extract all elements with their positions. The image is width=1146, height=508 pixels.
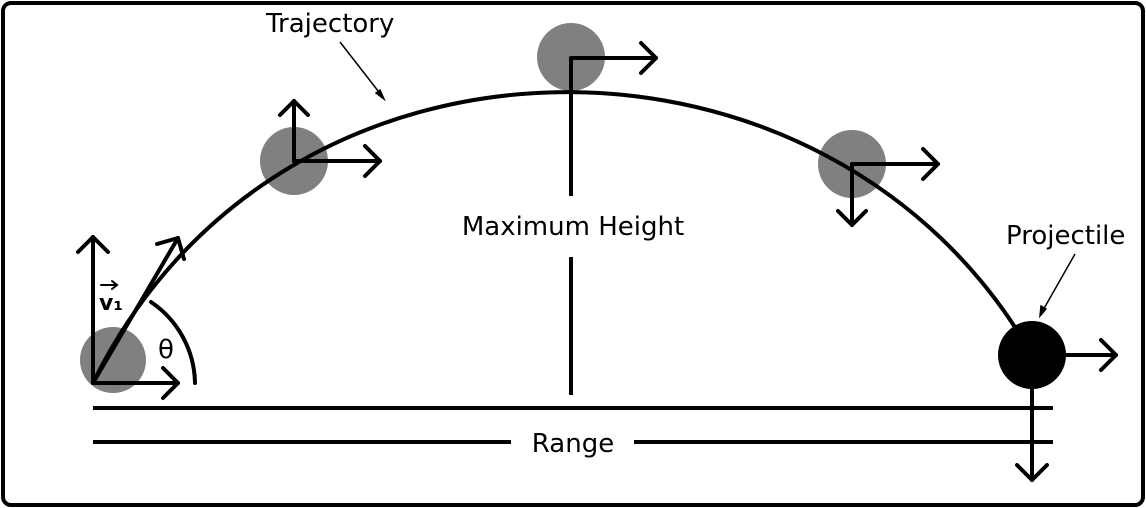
launch-vx-arrowhead <box>161 366 180 400</box>
falling-vectors <box>836 147 940 227</box>
launch-velocity-arrowhead <box>155 236 186 261</box>
range-label: Range <box>532 429 614 459</box>
maximum-height-label: Maximum Height <box>462 212 684 242</box>
launch-velocity-arrow <box>91 236 180 385</box>
launch-vectors <box>76 235 197 400</box>
projectile-label: Projectile <box>1006 221 1125 251</box>
trajectory-label: Trajectory <box>265 9 394 39</box>
rising-vectors <box>278 99 382 178</box>
launch-vy-arrowhead <box>76 235 110 254</box>
velocity-vector-mark <box>100 280 119 290</box>
angle-arc <box>149 300 197 385</box>
projectile-vectors <box>1015 338 1118 482</box>
trajectory-curve <box>91 90 1034 384</box>
trajectory-pointer <box>339 41 383 97</box>
projectile-pointer <box>1041 253 1076 313</box>
velocity-label: v₁ <box>99 291 123 316</box>
angle-label: θ <box>158 335 174 365</box>
pointer-lines <box>339 41 1076 319</box>
apex-vectors <box>569 41 658 75</box>
